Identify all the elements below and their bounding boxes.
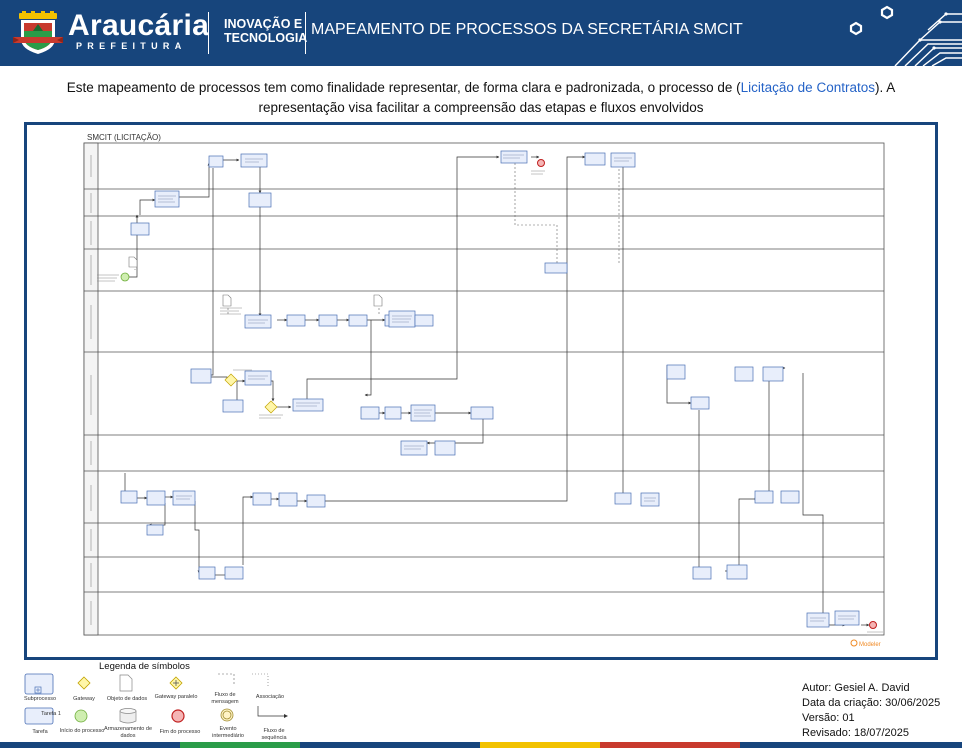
task-boxes xyxy=(120,150,860,628)
brand-name: Araucária xyxy=(68,9,210,42)
header-bar: Araucária PREFEITURA INOVAÇÃO E TECNOLOG… xyxy=(0,0,962,66)
intro-text-start: Este mapeamento de processos tem como fi… xyxy=(66,80,741,95)
legend-start-event: Início do processo xyxy=(59,728,105,734)
task-text-lines xyxy=(158,154,856,622)
modeler-watermark-text: Modeler xyxy=(859,642,881,648)
legend-parallel-gateway: Gateway paralelo xyxy=(154,694,198,700)
bpmn-diagram-frame: SMCIT (LICITAÇÃO) xyxy=(24,122,938,660)
event-shapes xyxy=(120,159,877,629)
araucaria-coat-of-arms-logo xyxy=(13,11,63,54)
brand-subtitle: PREFEITURA xyxy=(76,41,187,51)
bottom-color-stripe xyxy=(0,742,962,748)
legend-symbols xyxy=(24,673,288,725)
intro-text-end: ). A representação visa facilitar a comp… xyxy=(258,80,896,115)
gateway-shapes xyxy=(224,373,278,414)
document-metadata: Autor: Gesiel A. David Data da criação: … xyxy=(802,681,940,741)
department-name: INOVAÇÃO E TECNOLOGIA xyxy=(224,17,307,45)
intro-highlight: Licitação de Contratos xyxy=(740,80,875,95)
sequence-flows xyxy=(124,155,870,627)
version: Versão: 01 xyxy=(802,712,855,724)
author: Autor: Gesiel A. David xyxy=(802,682,910,694)
legend-task: Tarefa xyxy=(32,729,48,735)
legend-data-store: Armazenamento de dados xyxy=(104,726,152,739)
header-divider xyxy=(305,12,306,54)
legend-intermediate-event: Evento intermediário xyxy=(212,726,244,739)
legend-end-event: Fim do processo xyxy=(159,729,201,735)
page-title: MAPEAMENTO DE PROCESSOS DA SECRETÁRIA SM… xyxy=(311,21,743,38)
creation-date: Data da criação: 30/06/2025 xyxy=(802,697,941,709)
event-label-lines xyxy=(97,170,883,636)
intro-paragraph: Este mapeamento de processos tem como fi… xyxy=(40,78,922,118)
revision-date: Revisado: 18/07/2025 xyxy=(802,727,910,739)
legend-title: Legenda de símbolos xyxy=(99,661,190,672)
legend-gateway: Gateway xyxy=(73,696,95,702)
data-object-shapes xyxy=(128,256,383,307)
department-line-1: INOVAÇÃO E xyxy=(224,17,303,31)
bpmn-diagram: SMCIT (LICITAÇÃO) xyxy=(83,133,885,648)
header-divider xyxy=(208,12,209,54)
department-line-2: TECNOLOGIA xyxy=(224,31,308,45)
legend-data-object: Objeto de dados xyxy=(106,696,148,702)
pool-lanes xyxy=(83,142,885,636)
modeler-watermark: Modeler xyxy=(850,639,881,648)
legend-association: Associação xyxy=(255,694,285,700)
legend-message-flow: Fluxo de mensagem xyxy=(211,692,239,705)
legend-subprocess: Subprocesso xyxy=(23,696,57,702)
legend-task-box-label: Tarefa 1 xyxy=(41,711,61,717)
legend-sequence-flow: Fluxo de sequência xyxy=(261,728,287,741)
circuit-hexagon-decoration xyxy=(849,5,962,66)
pool-title: SMCIT (LICITAÇÃO) xyxy=(87,133,161,142)
association-flows xyxy=(134,159,620,315)
